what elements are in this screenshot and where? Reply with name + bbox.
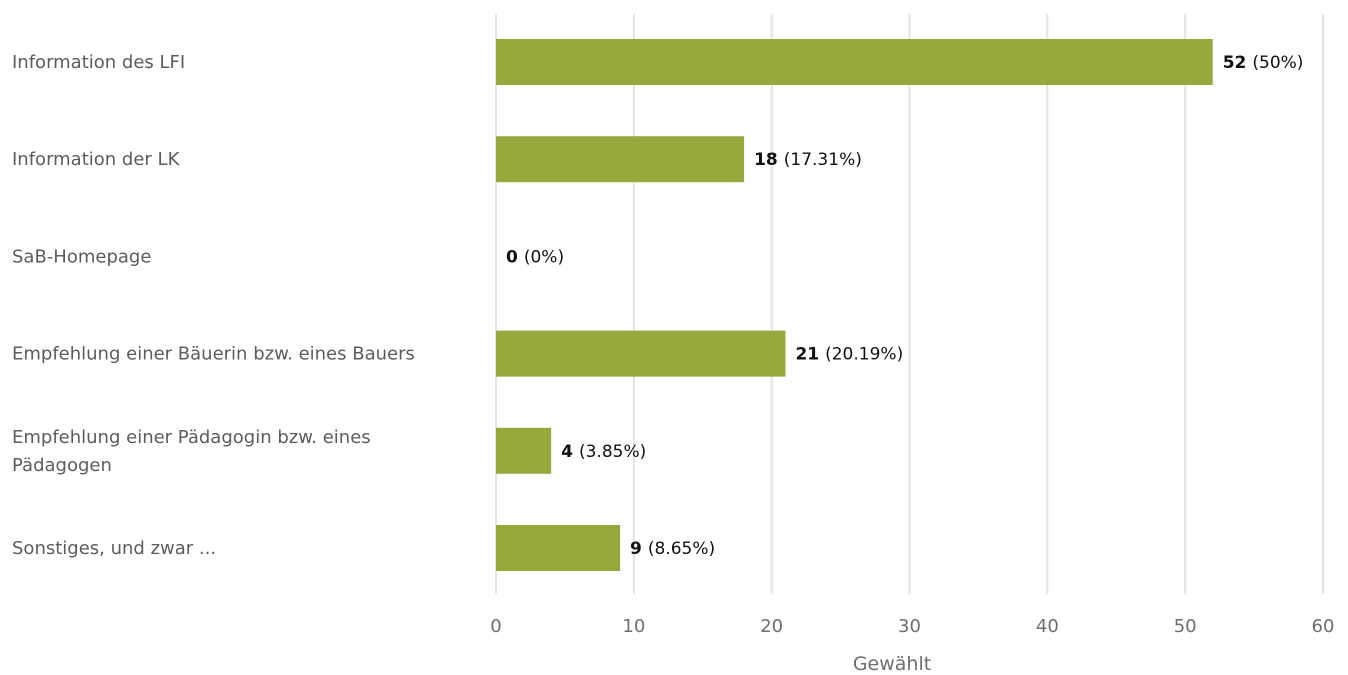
category-label: SaB-Homepage	[12, 246, 151, 267]
data-label: 4 (3.85%)	[561, 442, 646, 462]
x-tick-label: 40	[1036, 616, 1059, 637]
bar	[496, 39, 1213, 85]
data-label: 9 (8.65%)	[630, 539, 715, 559]
value-labels: 52 (50%) 18 (17.31%) 0 (0%) 21 (20.19%) 4 (3.85%)…	[506, 53, 1303, 559]
category-label: Information der LK	[12, 149, 181, 170]
data-label-percent: (3.85%)	[579, 442, 646, 462]
data-label-percent: (8.65%)	[648, 539, 715, 559]
data-label-percent: (17.31%)	[784, 150, 862, 170]
bar	[496, 525, 621, 571]
data-label-count: 0	[506, 247, 518, 267]
data-label: 18 (17.31%)	[754, 150, 862, 170]
category-label: Information des LFI	[12, 52, 185, 73]
category-label: Empfehlung einer Bäuerin bzw. eines Baue…	[12, 344, 415, 365]
bar	[496, 136, 745, 183]
data-label-percent: (0%)	[524, 247, 564, 267]
category-label: Sonstiges, und zwar ...	[12, 538, 216, 559]
data-label: 0 (0%)	[506, 247, 564, 267]
data-label: 21 (20.19%)	[795, 345, 903, 365]
data-label-count: 18	[754, 150, 778, 170]
grid-layer	[495, 14, 1324, 594]
data-label-count: 52	[1223, 53, 1247, 73]
bar	[496, 427, 552, 474]
x-tick-label: 30	[898, 616, 921, 637]
data-label-percent: (20.19%)	[825, 345, 903, 365]
data-label-count: 4	[561, 442, 573, 462]
category-labels: Information des LFI Information der LK SaB…	[12, 52, 415, 559]
data-label-count: 21	[795, 345, 819, 365]
x-tick-label: 60	[1312, 616, 1335, 637]
x-tick-label: 50	[1174, 616, 1197, 637]
data-label: 52 (50%)	[1223, 53, 1304, 73]
x-tick-label: 20	[760, 616, 783, 637]
bar-layer	[496, 39, 1213, 571]
x-tick-label: 0	[490, 616, 501, 637]
x-tick-labels: 0 10 20 30 40 50 60	[490, 616, 1334, 637]
x-tick-label: 10	[622, 616, 645, 637]
category-label: Empfehlung einer Pädagogin bzw. eines	[12, 427, 371, 448]
bar	[496, 330, 786, 377]
x-axis-title: Gewählt	[853, 653, 931, 675]
data-label-count: 9	[630, 539, 642, 559]
data-label-percent: (50%)	[1252, 53, 1303, 73]
category-label: Pädagogen	[12, 455, 112, 476]
